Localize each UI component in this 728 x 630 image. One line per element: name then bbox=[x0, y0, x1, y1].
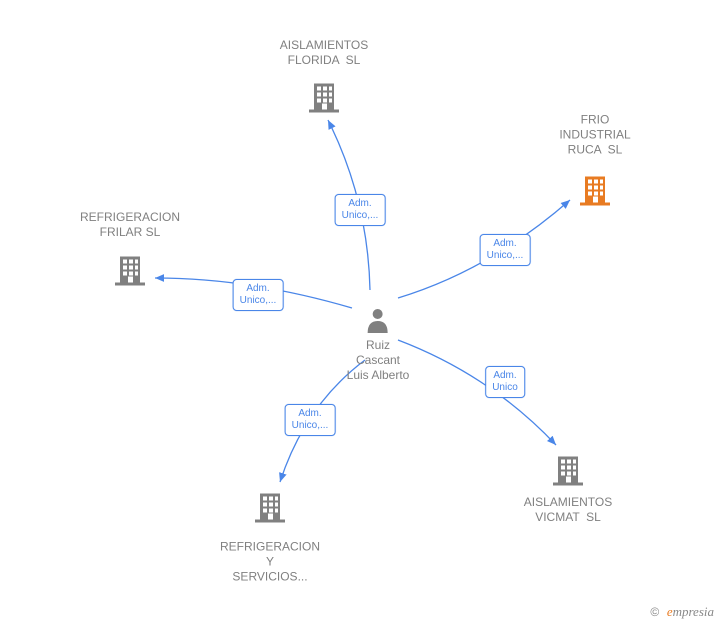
footer-copyright: © empresia bbox=[650, 604, 714, 620]
company-node-icon-wrap bbox=[115, 251, 145, 286]
brand-rest: mpresia bbox=[673, 604, 714, 619]
edge-label: Adm. Unico,... bbox=[480, 234, 531, 266]
company-node: AISLAMIENTOS VICMAT SL bbox=[524, 495, 612, 525]
building-icon bbox=[115, 255, 145, 286]
edge-label: Adm. Unico,... bbox=[335, 194, 386, 226]
copyright-symbol: © bbox=[650, 605, 659, 619]
building-icon bbox=[553, 455, 583, 486]
edge-label: Adm. Unico,... bbox=[233, 279, 284, 311]
company-node-label: REFRIGERACION Y SERVICIOS... bbox=[220, 540, 320, 585]
company-node-icon-wrap bbox=[309, 78, 339, 113]
company-node-icon-wrap bbox=[580, 171, 610, 206]
center-node-label: Ruiz Cascant Luis Alberto bbox=[347, 338, 410, 383]
edge-label: Adm. Unico,... bbox=[285, 404, 336, 436]
company-node-label: AISLAMIENTOS VICMAT SL bbox=[524, 495, 612, 525]
center-node-person: Ruiz Cascant Luis Alberto bbox=[347, 307, 410, 383]
company-node-label: FRIO INDUSTRIAL RUCA SL bbox=[559, 113, 630, 158]
building-icon bbox=[309, 82, 339, 113]
company-node-icon-wrap bbox=[255, 488, 285, 523]
edge-label: Adm. Unico bbox=[485, 366, 525, 398]
company-node: FRIO INDUSTRIAL RUCA SL bbox=[559, 113, 630, 158]
building-icon bbox=[580, 175, 610, 206]
company-node: REFRIGERACION FRILAR SL bbox=[80, 210, 180, 240]
company-node-icon-wrap bbox=[553, 451, 583, 486]
building-icon bbox=[255, 492, 285, 523]
company-node-label: AISLAMIENTOS FLORIDA SL bbox=[280, 38, 368, 68]
person-icon bbox=[366, 307, 390, 334]
company-node-label: REFRIGERACION FRILAR SL bbox=[80, 210, 180, 240]
diagram-canvas: Ruiz Cascant Luis Alberto © empresia AIS… bbox=[0, 0, 728, 630]
edge-path bbox=[398, 340, 556, 445]
company-node: REFRIGERACION Y SERVICIOS... bbox=[220, 540, 320, 585]
company-node: AISLAMIENTOS FLORIDA SL bbox=[280, 38, 368, 68]
